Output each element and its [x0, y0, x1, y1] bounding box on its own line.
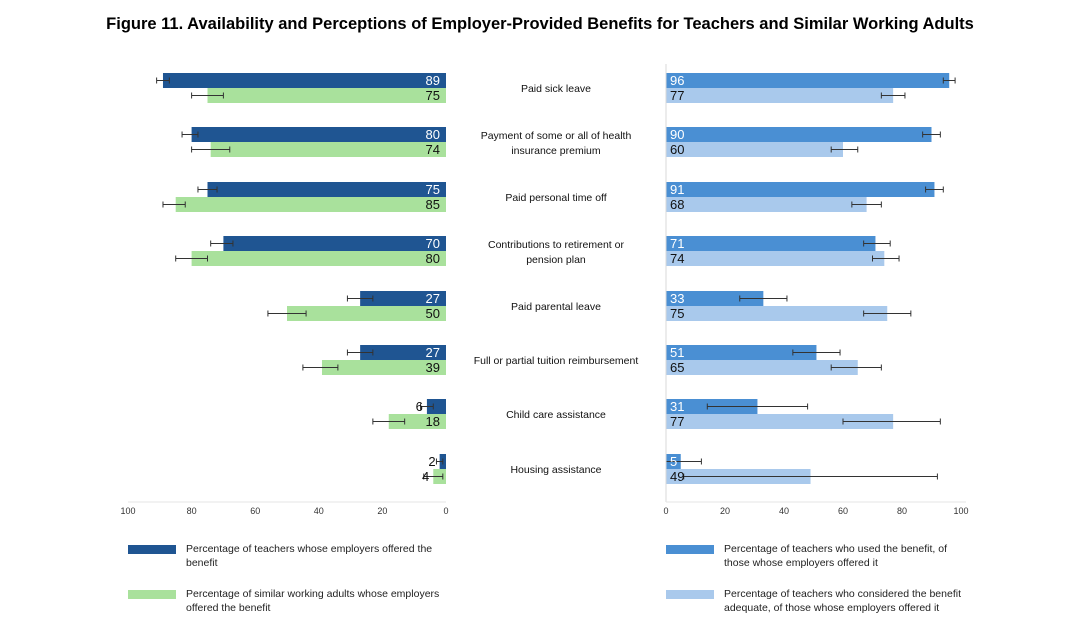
- right-bar-adequate: [666, 414, 894, 429]
- legend-label: Percentage of teachers whose employers o…: [186, 543, 433, 569]
- left-bar-teachers: [360, 291, 446, 306]
- right-x-tick-label: 60: [838, 506, 848, 516]
- legend-swatch: [128, 590, 176, 599]
- category-label: Full or partial tuition reimbursement: [474, 355, 639, 367]
- left-x-tick-label: 20: [377, 506, 387, 516]
- left-data-label: 80: [426, 127, 440, 142]
- right-bar-adequate: [666, 306, 888, 321]
- left-x-tick-label: 0: [443, 506, 448, 516]
- left-bar-teachers: [360, 345, 446, 360]
- category-label: Housing assistance: [510, 464, 601, 476]
- right-x-tick-label: 80: [897, 506, 907, 516]
- left-bar-adults: [388, 414, 446, 429]
- right-bar-used: [666, 345, 817, 360]
- right-data-label: 68: [670, 197, 684, 212]
- left-bar-adults: [175, 197, 446, 212]
- legend-label: Percentage of similar working adults who…: [186, 588, 440, 614]
- left-x-tick-label: 100: [120, 506, 135, 516]
- left-data-label: 27: [426, 345, 440, 360]
- right-data-label: 91: [670, 182, 684, 197]
- right-bar-used: [666, 236, 876, 251]
- left-data-label: 74: [426, 142, 440, 157]
- left-bar-teachers: [223, 236, 446, 251]
- right-data-label: 65: [670, 360, 684, 375]
- legend-swatch: [128, 545, 176, 554]
- left-data-label: 89: [426, 73, 440, 88]
- right-data-label: 71: [670, 236, 684, 251]
- right-bar-adequate: [666, 251, 885, 266]
- right-bar-used: [666, 291, 764, 306]
- right-bar-adequate: [666, 88, 894, 103]
- right-data-label: 51: [670, 345, 684, 360]
- right-bar-used: [666, 182, 935, 197]
- legend-swatch: [666, 590, 714, 599]
- left-bar-adults: [287, 306, 446, 321]
- category-label: Contributions to retirement or: [488, 239, 624, 251]
- right-data-label: 77: [670, 414, 684, 429]
- left-data-label: 2: [428, 454, 435, 469]
- right-x-tick-label: 40: [779, 506, 789, 516]
- category-label: Paid sick leave: [521, 83, 591, 95]
- right-data-label: 74: [670, 251, 684, 266]
- category-label: insurance premium: [511, 145, 601, 157]
- left-bar-adults: [191, 251, 446, 266]
- left-data-label: 50: [426, 306, 440, 321]
- left-data-label: 85: [426, 197, 440, 212]
- left-data-label: 39: [426, 360, 440, 375]
- left-data-label: 75: [426, 182, 440, 197]
- right-data-label: 31: [670, 399, 684, 414]
- right-data-label: 33: [670, 291, 684, 306]
- right-x-tick-label: 100: [953, 506, 968, 516]
- right-bar-adequate: [666, 360, 858, 375]
- right-bar-adequate: [666, 142, 843, 157]
- left-bar-teachers: [162, 73, 447, 88]
- right-data-label: 96: [670, 73, 684, 88]
- category-label: pension plan: [526, 254, 586, 266]
- left-x-tick-label: 80: [187, 506, 197, 516]
- right-x-tick-label: 20: [720, 506, 730, 516]
- right-x-tick-label: 0: [663, 506, 668, 516]
- left-data-label: 4: [422, 469, 429, 484]
- right-bar-used: [666, 127, 932, 142]
- left-data-label: 27: [426, 291, 440, 306]
- left-x-tick-label: 40: [314, 506, 324, 516]
- left-x-tick-label: 60: [250, 506, 260, 516]
- category-label: Paid parental leave: [511, 301, 601, 313]
- left-bar-teachers: [191, 127, 446, 142]
- right-data-label: 5: [670, 454, 677, 469]
- category-label: Paid personal time off: [505, 192, 606, 204]
- legend-label: Percentage of teachers who considered th…: [724, 588, 961, 614]
- right-bar-adequate: [666, 197, 867, 212]
- right-data-label: 90: [670, 127, 684, 142]
- left-data-label: 6: [416, 399, 423, 414]
- right-data-label: 77: [670, 88, 684, 103]
- left-bar-adults: [321, 360, 446, 375]
- left-data-label: 70: [426, 236, 440, 251]
- legend-swatch: [666, 545, 714, 554]
- category-label: Child care assistance: [506, 409, 606, 421]
- left-bar-teachers: [426, 399, 446, 414]
- left-data-label: 80: [426, 251, 440, 266]
- left-data-label: 18: [426, 414, 440, 429]
- right-data-label: 49: [670, 469, 684, 484]
- left-bar-adults: [210, 142, 446, 157]
- left-data-label: 75: [426, 88, 440, 103]
- left-bar-adults: [207, 88, 446, 103]
- right-data-label: 75: [670, 306, 684, 321]
- legend-label: Percentage of teachers who used the bene…: [724, 543, 947, 569]
- right-data-label: 60: [670, 142, 684, 157]
- left-bar-teachers: [207, 182, 446, 197]
- chart-title: Figure 11. Availability and Perceptions …: [106, 15, 974, 33]
- right-bar-used: [666, 73, 950, 88]
- category-label: Payment of some or all of health: [481, 130, 632, 142]
